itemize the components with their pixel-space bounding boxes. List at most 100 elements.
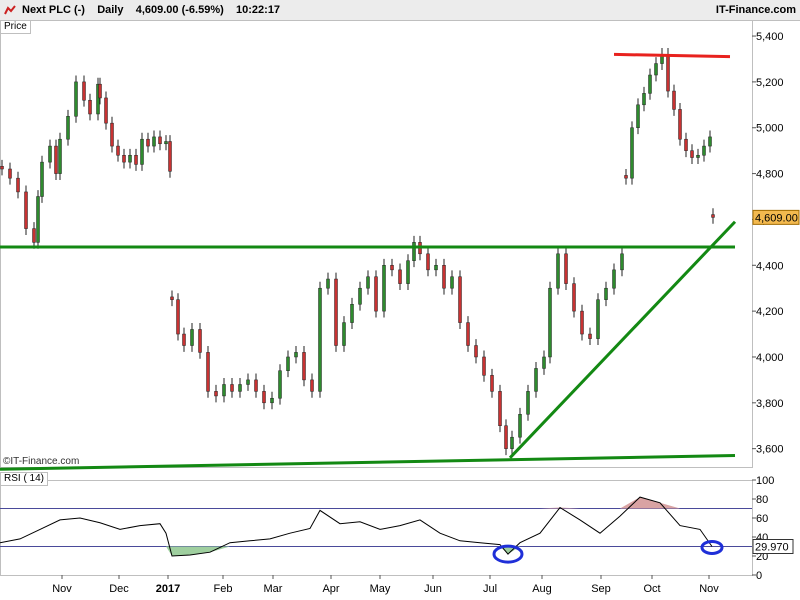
candle-body [66, 116, 70, 140]
candle-body [222, 384, 226, 397]
candle-body [198, 329, 202, 353]
candle-body [16, 177, 20, 193]
candle-body [434, 265, 438, 271]
rsi-oversold-fill [166, 546, 520, 556]
rsi-plot-frame [0, 480, 753, 576]
x-tick-label: Feb [214, 583, 233, 595]
candles [0, 47, 715, 456]
period-label: Daily [97, 4, 124, 16]
candle-body [262, 391, 266, 404]
candle-body [168, 141, 172, 172]
candle-body [490, 375, 494, 392]
candle-body [406, 260, 410, 284]
y-tick-label: 4,400 [756, 260, 784, 272]
candle-body [54, 145, 58, 174]
y-tick-label: 3,600 [756, 444, 784, 456]
candle-body [310, 379, 314, 392]
candle-body [48, 145, 52, 163]
x-tick-label: Nov [699, 583, 719, 595]
price-panel: 3,6003,8004,0004,2004,4004,6004,8005,000… [0, 20, 800, 471]
candle-body [624, 175, 628, 179]
candle-body [630, 127, 634, 179]
candle-body [88, 99, 92, 115]
candle-body [146, 138, 150, 147]
rsi-y-tick-label: 100 [756, 475, 774, 487]
x-tick-label: Apr [322, 583, 339, 595]
brand-label: IT-Finance.com [715, 4, 796, 16]
candle-body [678, 109, 682, 140]
x-tick-label: 2017 [156, 583, 180, 595]
candle-body [134, 154, 138, 165]
price-plot-frame [0, 20, 753, 468]
x-tick-label: Mar [264, 583, 283, 595]
candle-body [572, 283, 576, 312]
trendline [0, 454, 736, 471]
candle-body [548, 287, 552, 358]
x-tick-label: Aug [532, 583, 552, 595]
candle-body [366, 276, 370, 289]
candle-body [482, 356, 486, 376]
rsi-last-box [752, 539, 794, 554]
price-chart: 3,6003,8004,0004,2004,4004,6004,8005,000… [0, 20, 800, 595]
indicator-icon [4, 5, 16, 15]
price-panel-label: Price [0, 20, 31, 34]
y-tick-label: 5,400 [756, 31, 784, 43]
trendline [508, 220, 737, 459]
candle-body [504, 425, 508, 449]
candle-body [398, 269, 402, 284]
candle-body [32, 228, 36, 243]
candle-body [128, 154, 132, 163]
candle-body [82, 81, 86, 101]
x-tick-label: Oct [643, 583, 660, 595]
candle-body [164, 141, 168, 145]
x-tick-label: May [370, 583, 391, 595]
rsi-panel-label: RSI ( 14) [0, 472, 49, 486]
y-tick-label: 5,000 [756, 123, 784, 135]
candle-body [318, 287, 322, 392]
x-tick-label: Jul [483, 583, 497, 595]
candle-body [498, 391, 502, 426]
candle-body [24, 191, 28, 229]
candle-body [564, 253, 568, 284]
candle-body [642, 93, 646, 106]
candle-body [58, 138, 62, 174]
candle-body [246, 379, 250, 385]
x-tick-label: Dec [109, 583, 129, 595]
candle-body [442, 265, 446, 289]
candle-body [690, 150, 694, 158]
last-price-box [752, 209, 800, 225]
x-axis: Nov Dec 2017 Feb Mar Apr May Jun Jul Aug Sep Oct Nov [52, 575, 719, 595]
candle-body [702, 145, 706, 156]
candle-body [580, 310, 584, 335]
trendline [613, 52, 731, 59]
candle-body [466, 322, 470, 346]
candle-body [214, 391, 218, 397]
candle-body [176, 299, 180, 335]
candle-body [342, 322, 346, 346]
candle-body [450, 276, 454, 289]
candle-body [672, 90, 676, 110]
candle-body [374, 276, 378, 312]
candle-body [190, 329, 194, 346]
candle-body [116, 145, 120, 156]
watermark: ©IT-Finance.com [3, 456, 79, 467]
candle-body [708, 136, 712, 147]
candle-body [358, 287, 362, 305]
candle-body [666, 54, 670, 92]
x-tick-label: Jun [424, 583, 442, 595]
candle-body [238, 384, 242, 392]
candle-body [36, 196, 40, 243]
candle-body [604, 287, 608, 300]
candle-body [542, 356, 546, 369]
candle-body [684, 138, 688, 151]
candle-body [294, 352, 298, 358]
candle-body [350, 303, 354, 323]
candle-body [152, 136, 156, 147]
rsi-y-tick-label: 80 [756, 494, 768, 506]
candle-body [510, 436, 514, 449]
y-tick-label: 5,200 [756, 77, 784, 89]
candle-body [40, 161, 44, 197]
rsi-y-tick-label: 60 [756, 513, 768, 525]
rsi-last-value: 29.970 [755, 542, 789, 554]
